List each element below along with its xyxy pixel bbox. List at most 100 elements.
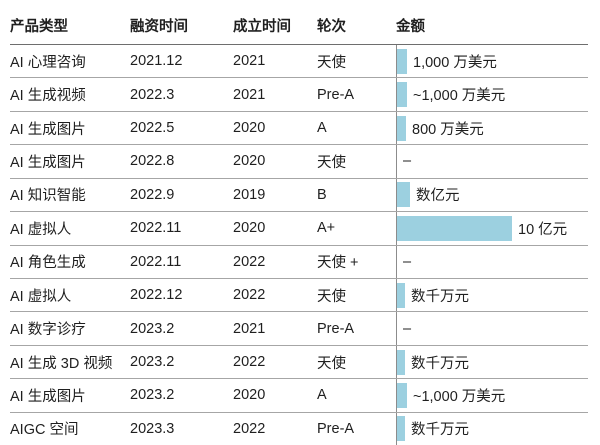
cell-funding-time: 2023.3 <box>130 420 175 437</box>
cell-funding-time: 2022.9 <box>130 186 175 203</box>
cell-funding-time: 2021.12 <box>130 53 183 70</box>
cell-product-type: AI 生成图片 <box>10 388 86 405</box>
cell-founded-year: 2021 <box>233 320 266 337</box>
cell-product-type: AIGC 空间 <box>10 422 79 439</box>
cell-round: Pre-A <box>317 320 355 337</box>
table-row: AI 虚拟人 2022.12 2022 天使 数千万元 <box>10 277 588 312</box>
amount-label: – <box>403 320 412 337</box>
cell-round: A+ <box>317 220 336 237</box>
cell-funding-time: 2022.11 <box>130 220 182 237</box>
cell-product-type: AI 虚拟人 <box>10 288 72 305</box>
amount-label: 800 万美元 <box>412 121 484 138</box>
cell-round: A <box>317 120 327 137</box>
cell-product-type: AI 生成图片 <box>10 121 86 138</box>
amount-label: 数千万元 <box>411 355 469 372</box>
cell-amount: – <box>396 145 588 178</box>
amount-label: ~1,000 万美元 <box>413 88 506 105</box>
amount-label: 1,000 万美元 <box>413 54 497 71</box>
amount-bar <box>397 82 407 108</box>
cell-founded-year: 2021 <box>233 53 266 70</box>
cell-product-type: AI 生成图片 <box>10 154 86 171</box>
cell-funding-time: 2022.5 <box>130 120 175 137</box>
cell-round: 天使 <box>317 154 346 171</box>
table-row: AIGC 空间 2023.3 2022 Pre-A 数千万元 <box>10 411 588 445</box>
cell-product-type: AI 虚拟人 <box>10 221 72 238</box>
cell-product-type: AI 心理咨询 <box>10 54 86 71</box>
table-row: AI 生成图片 2022.8 2020 天使 – <box>10 144 588 178</box>
amount-bar <box>397 349 405 375</box>
cell-funding-time: 2023.2 <box>130 387 175 404</box>
amount-label: 10 亿元 <box>518 221 568 238</box>
cell-founded-year: 2019 <box>233 186 266 203</box>
cell-amount: 数千万元 <box>396 345 588 379</box>
table-row: AI 生成图片 2022.5 2020 A 800 万美元 <box>10 110 588 145</box>
cell-round: A <box>317 387 327 404</box>
cell-founded-year: 2022 <box>233 287 266 304</box>
cell-funding-time: 2023.2 <box>130 354 175 370</box>
cell-founded-year: 2022 <box>233 420 266 437</box>
cell-round: 天使 + <box>317 255 359 272</box>
cell-product-type: AI 生成视频 <box>10 88 86 105</box>
table-row: AI 心理咨询 2021.12 2021 天使 1,000 万美元 <box>10 45 588 78</box>
cell-round: 天使 <box>317 288 346 305</box>
cell-amount: 10 亿元 <box>396 212 588 245</box>
col-header-product-type: 产品类型 <box>10 18 68 35</box>
amount-label: 数千万元 <box>411 288 469 305</box>
cell-founded-year: 2020 <box>233 153 266 170</box>
table-body: AI 心理咨询 2021.12 2021 天使 1,000 万美元 AI 生成视… <box>10 45 588 445</box>
table-row: AI 数字诊疗 2023.2 2021 Pre-A – <box>10 311 588 345</box>
table-row: AI 虚拟人 2022.11 2020 A+ 10 亿元 <box>10 211 588 245</box>
amount-bar <box>397 382 407 408</box>
amount-bar <box>397 182 410 208</box>
cell-funding-time: 2022.11 <box>130 253 182 270</box>
cell-amount: 1,000 万美元 <box>396 45 588 78</box>
cell-founded-year: 2020 <box>233 387 266 404</box>
cell-founded-year: 2022 <box>233 253 266 270</box>
cell-funding-time: 2022.12 <box>130 287 183 304</box>
cell-round: 天使 <box>317 54 346 71</box>
cell-funding-time: 2023.2 <box>130 320 175 337</box>
cell-round: B <box>317 186 327 203</box>
amount-label: – <box>403 253 412 270</box>
table-row: AI 生成 3D 视频 2023.2 2022 天使 数千万元 <box>10 344 588 379</box>
cell-founded-year: 2020 <box>233 220 266 237</box>
amount-bar <box>397 282 405 308</box>
amount-bar <box>397 416 405 442</box>
cell-founded-year: 2021 <box>233 86 266 103</box>
table-row: AI 生成视频 2022.3 2021 Pre-A ~1,000 万美元 <box>10 77 588 111</box>
table-header-row: 产品类型 融资时间 成立时间 轮次 金额 <box>10 0 588 45</box>
cell-founded-year: 2022 <box>233 354 266 370</box>
cell-amount: ~1,000 万美元 <box>396 379 588 412</box>
cell-product-type: AI 角色生成 <box>10 255 86 272</box>
cell-amount: 数千万元 <box>396 412 588 445</box>
cell-amount: – <box>396 245 588 278</box>
cell-product-type: AI 知识智能 <box>10 188 86 205</box>
amount-bar <box>397 48 407 74</box>
col-header-funding-time: 融资时间 <box>130 18 188 35</box>
cell-funding-time: 2022.3 <box>130 86 175 103</box>
cell-round: 天使 <box>317 355 346 372</box>
amount-bar <box>397 215 512 241</box>
cell-amount: 800 万美元 <box>396 111 588 145</box>
amount-label: ~1,000 万美元 <box>413 388 506 405</box>
cell-amount: ~1,000 万美元 <box>396 78 588 111</box>
col-header-amount: 金额 <box>396 18 425 35</box>
table-row: AI 角色生成 2022.11 2022 天使 + – <box>10 244 588 278</box>
amount-label: 数千万元 <box>411 422 469 439</box>
amount-bar <box>397 115 406 141</box>
amount-label: – <box>403 153 412 170</box>
col-header-round: 轮次 <box>317 18 346 35</box>
cell-amount: – <box>396 312 588 345</box>
cell-founded-year: 2020 <box>233 120 266 137</box>
cell-product-type: AI 生成 3D 视频 <box>10 355 113 372</box>
cell-product-type: AI 数字诊疗 <box>10 322 86 339</box>
col-header-founded-year: 成立时间 <box>233 18 291 35</box>
amount-label: 数亿元 <box>416 188 460 205</box>
table-row: AI 生成图片 2023.2 2020 A ~1,000 万美元 <box>10 378 588 412</box>
table-row: AI 知识智能 2022.9 2019 B 数亿元 <box>10 177 588 212</box>
cell-round: Pre-A <box>317 86 355 103</box>
cell-amount: 数千万元 <box>396 278 588 312</box>
cell-amount: 数亿元 <box>396 178 588 212</box>
cell-funding-time: 2022.8 <box>130 153 175 170</box>
